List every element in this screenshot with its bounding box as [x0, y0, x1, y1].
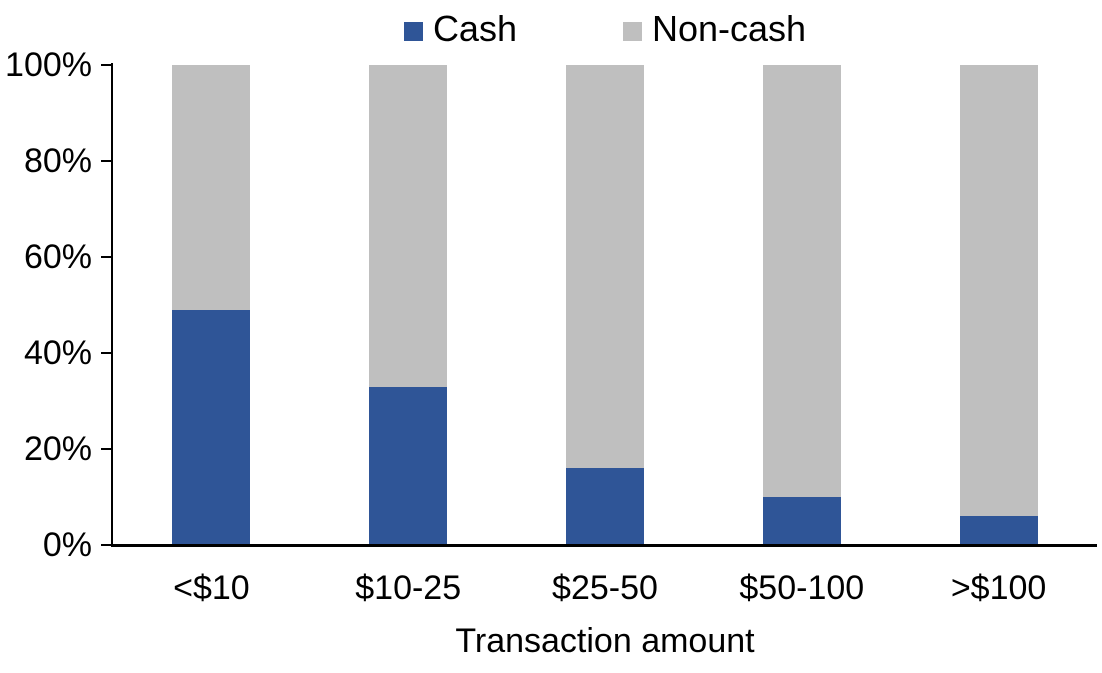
y-tick: [101, 64, 113, 66]
y-tick-label: 80%: [23, 142, 92, 180]
y-tick: [101, 352, 113, 354]
legend-label-cash: Cash: [432, 8, 517, 49]
y-tick-label: 20%: [23, 430, 92, 468]
y-tick: [101, 160, 113, 162]
y-tick: [101, 256, 113, 258]
y-tick-label: 40%: [23, 334, 92, 372]
x-tick-label: $50-100: [739, 569, 865, 607]
x-axis-line: [111, 544, 1097, 547]
bar-segment-cash: [369, 386, 448, 545]
bar-segment-non-cash: [566, 65, 644, 469]
y-tick-label: 60%: [23, 238, 92, 276]
x-tick-label: $10-25: [355, 569, 462, 607]
bar-segment-cash: [959, 516, 1038, 545]
legend-item-cash: Cash: [403, 8, 517, 49]
bar-segment-cash: [566, 468, 644, 545]
x-axis-title: Transaction amount: [455, 622, 755, 660]
y-tick-label: 0%: [42, 526, 92, 564]
y-tick: [101, 448, 113, 450]
noncash-swatch-icon: [622, 21, 642, 41]
bar-segment-cash: [172, 309, 251, 545]
y-tick-label: 100%: [5, 46, 92, 84]
y-axis-line: [111, 63, 113, 547]
bar-segment-non-cash: [762, 65, 841, 497]
y-tick: [101, 544, 113, 546]
cash-swatch-icon: [403, 21, 423, 41]
bar-segment-cash: [762, 497, 841, 545]
x-tick-label: $25-50: [552, 569, 658, 607]
legend: Cash Non-cash: [113, 8, 1097, 50]
bar-segment-non-cash: [959, 65, 1038, 517]
bar-segment-non-cash: [172, 65, 251, 310]
x-tick-label: <$10: [173, 569, 250, 607]
bar-segment-non-cash: [369, 65, 448, 387]
legend-label-noncash: Non-cash: [651, 8, 807, 49]
legend-item-noncash: Non-cash: [622, 8, 807, 49]
x-tick-label: >$100: [950, 569, 1047, 607]
